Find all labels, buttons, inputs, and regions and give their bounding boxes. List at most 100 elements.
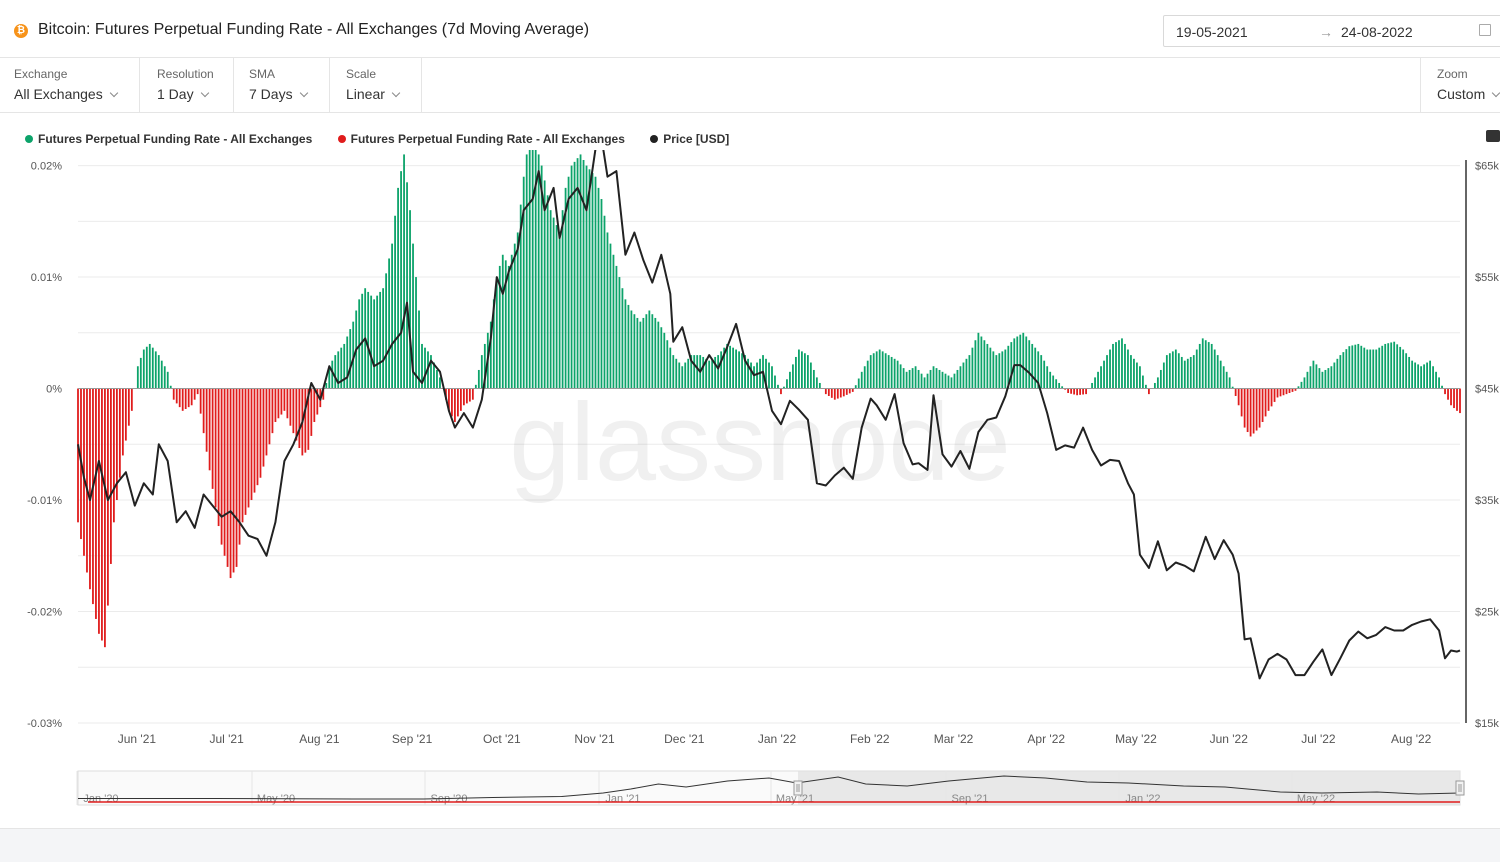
funding-bar-negative [259, 388, 262, 478]
funding-bar-positive [1118, 340, 1120, 389]
funding-bar-positive [801, 351, 803, 389]
funding-bar-positive [507, 265, 510, 389]
funding-bar-positive [1046, 366, 1049, 389]
funding-bar-positive [875, 351, 878, 389]
funding-bar-positive [501, 254, 504, 389]
scale-select[interactable]: Scale Linear [332, 58, 422, 113]
funding-bar-positive [893, 358, 896, 389]
funding-bar-positive [543, 180, 546, 389]
funding-bar-positive [352, 321, 355, 389]
funding-bar-positive [157, 355, 160, 389]
funding-bar-negative [121, 388, 124, 456]
funding-bar-positive [334, 355, 337, 389]
zoom-value[interactable]: Custom [1437, 86, 1500, 102]
funding-bar-negative [1261, 388, 1264, 422]
x-tick-label: Jan '22 [758, 732, 797, 746]
funding-bar-negative [211, 388, 214, 489]
navigator-handle[interactable] [793, 780, 803, 796]
exchange-value[interactable]: All Exchanges [14, 86, 118, 102]
funding-bar-positive [1174, 349, 1177, 389]
funding-bar-positive [974, 340, 977, 389]
funding-bar-negative [178, 388, 181, 408]
zoom-select[interactable]: Zoom Custom [1420, 58, 1500, 113]
legend-item-funding-positive[interactable]: Futures Perpetual Funding Rate - All Exc… [25, 132, 312, 146]
funding-bar-negative [265, 388, 268, 456]
funding-bar-positive [765, 358, 767, 389]
funding-bar-negative [86, 388, 88, 573]
funding-bar-positive [735, 349, 737, 389]
navigator-handle[interactable] [1455, 780, 1465, 796]
exchange-select[interactable]: Exchange All Exchanges [0, 58, 140, 113]
funding-bar-negative [1243, 388, 1246, 428]
funding-bar-positive [771, 366, 773, 389]
sma-value[interactable]: 7 Days [249, 86, 308, 102]
funding-bar-positive [675, 358, 678, 389]
date-from-input[interactable]: 19-05-2021 [1176, 24, 1248, 40]
funding-bar-positive [1357, 343, 1360, 389]
funding-bar-positive [1363, 347, 1366, 389]
funding-bar-negative [241, 388, 244, 523]
funding-bar-positive [1228, 377, 1231, 389]
funding-bar-negative [89, 388, 91, 590]
funding-bar-positive [1142, 375, 1144, 389]
funding-bar-positive [908, 369, 911, 389]
funding-bar-positive [1318, 368, 1321, 389]
funding-bar-positive [1159, 369, 1162, 389]
funding-bar-positive [1168, 353, 1171, 389]
funding-bar-positive [1414, 362, 1417, 389]
date-range-picker[interactable]: 19-05-2021 → 24-08-2022 [1163, 15, 1500, 47]
funding-bar-positive [376, 295, 379, 389]
date-to-input[interactable]: 24-08-2022 [1341, 24, 1413, 40]
funding-bar-positive [609, 243, 612, 389]
funding-bar-positive [753, 366, 755, 389]
funding-bar-positive [1109, 349, 1111, 389]
funding-bar-positive [696, 355, 699, 389]
funding-bar-negative [220, 388, 223, 545]
funding-bar-positive [1405, 353, 1408, 389]
funding-bar-negative [175, 388, 178, 404]
funding-bar-positive [959, 366, 962, 389]
funding-bar-positive [890, 356, 893, 389]
funding-bar-positive [1219, 360, 1222, 389]
funding-bar-positive [792, 364, 794, 389]
y-right-tick-label: $45k [1475, 384, 1499, 396]
funding-bar-positive [145, 346, 148, 389]
funding-bar-positive [1420, 366, 1423, 389]
funding-bar-positive [944, 373, 947, 389]
funding-bar-positive [358, 299, 361, 389]
funding-bar-positive [1189, 356, 1192, 389]
funding-bar-positive [803, 353, 806, 389]
resolution-value[interactable]: 1 Day [157, 86, 209, 102]
funding-bar-positive [1309, 366, 1312, 389]
funding-bar-positive [630, 310, 633, 389]
x-tick-label: Jul '21 [209, 732, 244, 746]
legend-item-funding-negative[interactable]: Futures Perpetual Funding Rate - All Exc… [337, 132, 625, 146]
funding-bar-positive [929, 369, 932, 389]
funding-bar-positive [540, 165, 543, 389]
funding-bar-negative [1079, 388, 1081, 395]
camera-icon[interactable] [1486, 130, 1500, 142]
scale-value[interactable]: Linear [346, 86, 401, 102]
funding-bar-positive [1345, 349, 1348, 389]
funding-bar-positive [786, 379, 788, 389]
funding-bar-positive [702, 356, 705, 389]
funding-bar-positive [370, 295, 373, 389]
funding-bar-negative [1067, 388, 1070, 394]
legend-item-price[interactable]: Price [USD] [650, 132, 729, 146]
funding-bar-negative [845, 388, 848, 395]
funding-bar-negative [229, 388, 232, 579]
funding-bar-positive [1133, 358, 1135, 389]
chevron-down-icon [1491, 88, 1500, 98]
funding-bar-positive [714, 356, 717, 389]
funding-bar-negative [277, 388, 280, 419]
funding-bar-positive [480, 355, 483, 389]
funding-bar-positive [558, 232, 561, 389]
funding-bar-positive [436, 369, 438, 389]
calendar-icon[interactable] [1479, 24, 1491, 36]
sma-select[interactable]: SMA 7 Days [235, 58, 330, 113]
funding-bar-positive [495, 277, 498, 389]
funding-bar-positive [1028, 340, 1031, 389]
funding-bar-positive [1130, 355, 1132, 389]
resolution-select[interactable]: Resolution 1 Day [143, 58, 234, 113]
